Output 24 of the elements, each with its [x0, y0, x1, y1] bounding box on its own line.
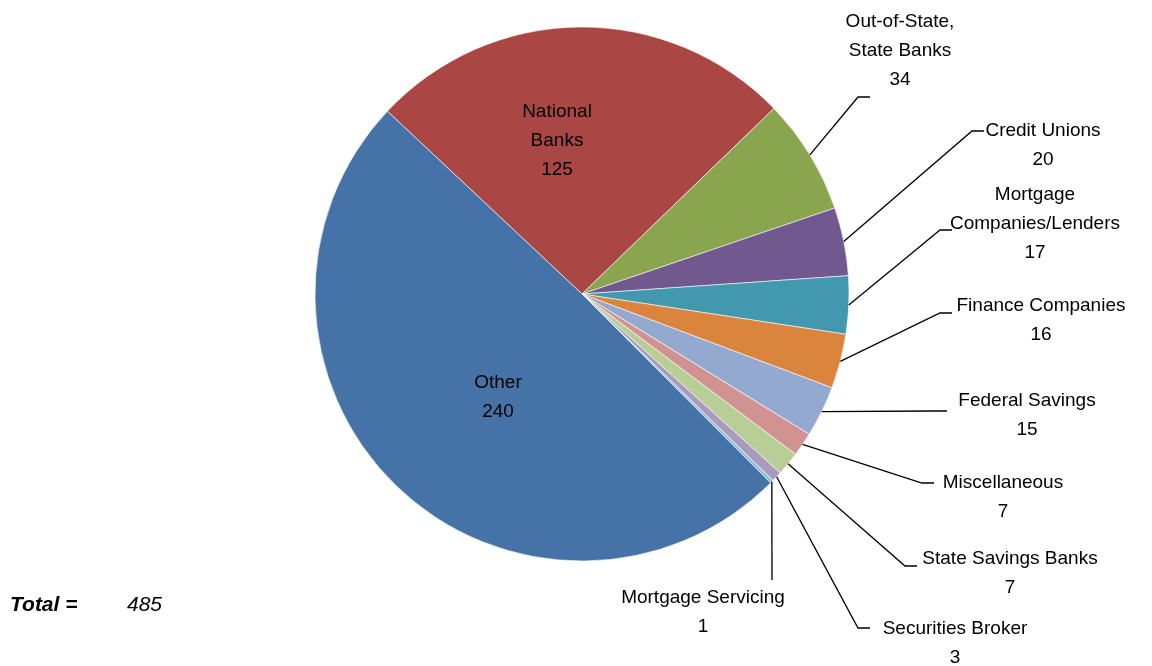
slice-label: Miscellaneous — [942, 471, 1064, 492]
data-label: 1 — [697, 615, 709, 636]
slice-label: Securities Broker — [882, 617, 1028, 638]
slice-label: Out-of-State, State Banks — [845, 10, 955, 60]
slice-label: Federal Savings — [958, 389, 1096, 410]
slice-label: Mortgage Companies/Lenders — [949, 183, 1121, 233]
slice-label: Other — [474, 371, 523, 392]
data-label: 240 — [482, 400, 514, 421]
data-label: 7 — [1004, 576, 1016, 597]
slice-label: National Banks — [522, 100, 592, 150]
slice-label: Mortgage Servicing — [621, 586, 785, 607]
data-label: 3 — [949, 646, 961, 666]
slice-label: Credit Unions — [985, 119, 1101, 140]
data-label: 17 — [1024, 241, 1046, 262]
data-label: 15 — [1016, 418, 1038, 439]
data-label: 34 — [889, 68, 911, 89]
data-label: 7 — [997, 500, 1009, 521]
data-label: 20 — [1032, 148, 1054, 169]
data-label: 16 — [1030, 323, 1052, 344]
text: 485 — [127, 592, 163, 615]
slice-label: Finance Companies — [956, 294, 1126, 315]
data-label: 125 — [541, 158, 573, 179]
slice-label: State Savings Banks — [922, 547, 1098, 568]
text: Total = — [10, 592, 78, 615]
